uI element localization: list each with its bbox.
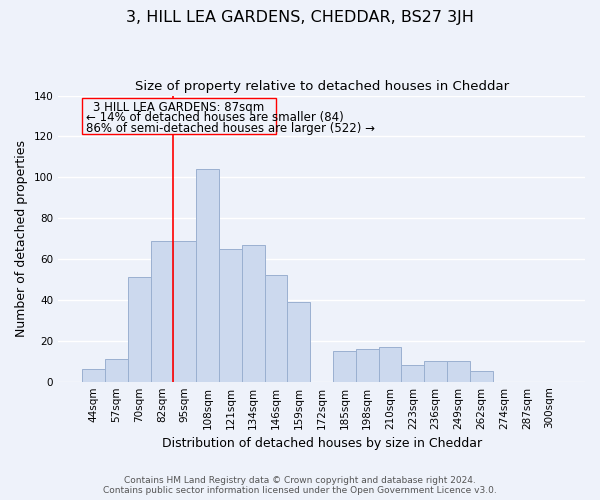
Bar xyxy=(173,240,196,382)
Bar xyxy=(470,372,493,382)
Text: Contains HM Land Registry data © Crown copyright and database right 2024.
Contai: Contains HM Land Registry data © Crown c… xyxy=(103,476,497,495)
Text: 3, HILL LEA GARDENS, CHEDDAR, BS27 3JH: 3, HILL LEA GARDENS, CHEDDAR, BS27 3JH xyxy=(126,10,474,25)
Bar xyxy=(265,276,287,382)
Bar xyxy=(401,366,424,382)
Bar xyxy=(219,249,242,382)
Title: Size of property relative to detached houses in Cheddar: Size of property relative to detached ho… xyxy=(134,80,509,93)
Bar xyxy=(82,370,105,382)
Y-axis label: Number of detached properties: Number of detached properties xyxy=(15,140,28,337)
Bar xyxy=(128,278,151,382)
Text: 3 HILL LEA GARDENS: 87sqm: 3 HILL LEA GARDENS: 87sqm xyxy=(94,100,265,114)
Bar xyxy=(151,240,173,382)
X-axis label: Distribution of detached houses by size in Cheddar: Distribution of detached houses by size … xyxy=(161,437,482,450)
Text: 86% of semi-detached houses are larger (522) →: 86% of semi-detached houses are larger (… xyxy=(86,122,374,135)
Bar xyxy=(356,349,379,382)
Bar xyxy=(196,169,219,382)
Bar xyxy=(242,244,265,382)
Text: ← 14% of detached houses are smaller (84): ← 14% of detached houses are smaller (84… xyxy=(86,111,343,124)
FancyBboxPatch shape xyxy=(82,98,276,134)
Bar xyxy=(333,351,356,382)
Bar xyxy=(105,359,128,382)
Bar xyxy=(379,347,401,382)
Bar xyxy=(424,361,447,382)
Bar xyxy=(447,361,470,382)
Bar xyxy=(287,302,310,382)
